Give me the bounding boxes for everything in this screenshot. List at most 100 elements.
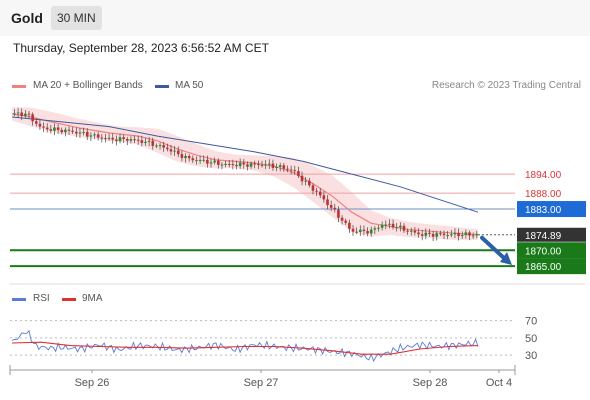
candle-body <box>238 162 242 167</box>
candle-body <box>413 230 417 233</box>
support-label: 1865.00 <box>525 262 562 273</box>
x-tick-label: Sep 27 <box>244 377 279 389</box>
candle-body <box>71 130 74 132</box>
candle-body <box>257 164 260 166</box>
candle-body <box>304 180 307 182</box>
candle-body <box>329 205 333 208</box>
candle-body <box>446 234 449 236</box>
candle-body <box>125 139 129 141</box>
candle-body <box>173 150 176 152</box>
candle-body <box>231 164 235 166</box>
candle-body <box>468 232 471 236</box>
candle-body <box>85 131 89 137</box>
candle-body <box>209 162 213 164</box>
candle-body <box>355 231 358 233</box>
candle-body <box>439 233 442 235</box>
candle-body <box>315 190 318 192</box>
candle-body <box>428 232 431 234</box>
candle-body <box>402 225 406 231</box>
support-label-box <box>517 258 586 275</box>
candle-body <box>34 121 38 124</box>
candle-body <box>64 129 67 133</box>
candle-body <box>326 199 329 206</box>
candle-body <box>344 220 348 223</box>
candle-body <box>351 228 355 232</box>
candle-body <box>278 165 282 167</box>
candle-body <box>53 127 56 131</box>
timeframe-button[interactable]: 30 MIN <box>51 6 102 30</box>
candle-body <box>49 129 53 131</box>
candle-body <box>56 127 60 131</box>
candle-body <box>300 175 304 182</box>
candle-body <box>122 137 125 140</box>
candle-body <box>13 113 16 115</box>
candle-body <box>180 154 184 159</box>
candle-body <box>460 235 464 237</box>
candle-body <box>129 139 133 141</box>
rsi-tick-label: 30 <box>525 350 537 362</box>
candle-body <box>155 145 158 147</box>
last-price-label: 1874.89 <box>525 231 562 242</box>
candle-body <box>191 158 195 161</box>
candle-body <box>399 225 402 228</box>
forecast-arrow-head <box>500 251 512 265</box>
candle-body <box>249 163 253 167</box>
candle-body <box>100 137 104 139</box>
candle-body <box>42 126 45 128</box>
rsi-tick-label: 70 <box>525 316 537 328</box>
candle-body <box>267 163 271 165</box>
candle-body <box>158 145 162 147</box>
candle-body <box>111 137 115 140</box>
candle-body <box>31 114 34 122</box>
rsi-legend-label: RSI <box>33 293 50 304</box>
ma20-legend-swatch <box>12 85 26 88</box>
support-label-box <box>517 242 586 259</box>
candle-body <box>166 147 169 150</box>
x-tick-label: Sep 26 <box>75 377 110 389</box>
candle-body <box>67 129 71 131</box>
candle-body <box>275 166 278 168</box>
candle-body <box>471 235 475 237</box>
candle-body <box>107 137 111 139</box>
pivot-label: 1883.00 <box>525 205 562 216</box>
candle-body <box>162 145 165 148</box>
candle-body <box>384 224 388 226</box>
candle-body <box>133 139 136 141</box>
candle-body <box>227 163 231 165</box>
candle-body <box>198 160 202 162</box>
ma20-legend-label: MA 20 + Bollinger Bands <box>33 80 143 91</box>
forecast-arrow-shaft <box>480 235 507 261</box>
copyright-text: Research © 2023 Trading Central <box>431 80 581 91</box>
x-tick-label: Oct 4 <box>486 377 512 389</box>
candle-body <box>60 130 64 133</box>
candle-body <box>246 164 249 167</box>
candle-body <box>362 229 366 232</box>
candle-body <box>260 164 264 166</box>
support-label: 1870.00 <box>525 246 562 257</box>
candle-body <box>297 171 300 176</box>
candle-body <box>217 160 220 165</box>
candle-body <box>366 231 369 234</box>
candle-body <box>118 137 122 142</box>
candle-body <box>147 140 151 142</box>
candle-body <box>373 228 377 230</box>
resistance-label: 1888.00 <box>525 189 562 200</box>
candle-body <box>224 163 227 165</box>
candle-body <box>322 195 326 200</box>
candle-body <box>391 223 395 228</box>
candle-body <box>453 232 457 235</box>
candle-body <box>184 155 187 159</box>
candle-body <box>202 159 206 161</box>
candle-body <box>206 159 209 164</box>
candle-body <box>424 232 428 236</box>
candle-body <box>289 169 293 171</box>
rsi-tick-label: 50 <box>525 333 537 345</box>
candle-body <box>340 217 344 221</box>
candle-body <box>235 164 238 167</box>
candle-body <box>213 160 216 163</box>
ma50-line <box>11 116 479 213</box>
candle-body <box>20 112 24 116</box>
rsi-line <box>11 329 479 363</box>
candle-body <box>82 131 85 133</box>
